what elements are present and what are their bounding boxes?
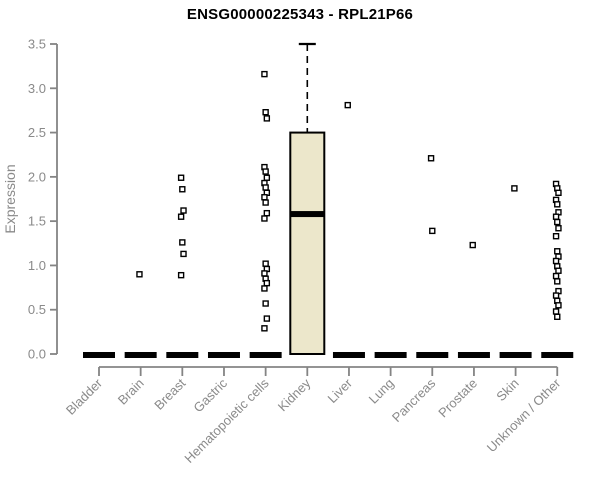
outlier-point — [554, 278, 561, 285]
median-line — [290, 211, 325, 218]
outlier-point — [555, 267, 562, 274]
outlier-point — [263, 174, 271, 181]
y-tick-label: 1.0 — [28, 258, 46, 273]
x-tick-label: Lung — [366, 376, 397, 407]
outlier-point — [555, 225, 562, 232]
collapsed-box — [332, 352, 365, 358]
x-tick-label: Brain — [115, 376, 147, 408]
outlier-point — [262, 168, 269, 175]
outlier-point — [262, 199, 269, 206]
outlier-point — [136, 271, 143, 278]
x-tick-label: Skin — [493, 376, 521, 404]
outlier-point — [179, 186, 186, 193]
outlier-point — [555, 189, 562, 197]
outlier-point — [554, 218, 561, 226]
box — [289, 131, 326, 355]
collapsed-box — [499, 352, 532, 358]
outlier-point — [469, 241, 476, 249]
outlier-point — [177, 271, 185, 279]
outlier-point — [552, 213, 560, 220]
outlier-point — [180, 250, 187, 258]
outlier-point — [262, 260, 269, 267]
y-tick-label: 2.5 — [28, 125, 46, 140]
x-tick-label: Kidney — [275, 375, 314, 414]
x-tick-label: Pancreas — [389, 375, 439, 425]
x-tick-label: Gastric — [190, 375, 230, 415]
y-tick-label: 2.0 — [28, 169, 46, 184]
y-axis-title: Expression — [2, 164, 18, 233]
outlier-point — [263, 115, 271, 122]
outlier-point — [261, 325, 268, 332]
outlier-point — [262, 184, 269, 191]
outlier-point — [554, 313, 561, 321]
outlier-point — [554, 201, 561, 208]
outlier-point — [179, 239, 186, 246]
collapsed-box — [374, 352, 407, 358]
x-tick-label: Bladder — [63, 375, 106, 418]
outlier-point — [429, 227, 436, 235]
x-tick-label: Unknown / Other — [484, 375, 564, 455]
outlier-point — [262, 300, 269, 307]
chart-title: ENSG00000225343 - RPL21P66 — [186, 6, 414, 23]
outlier-point — [511, 185, 518, 192]
y-tick-label: 0.0 — [28, 347, 46, 362]
outlier-point — [555, 302, 562, 309]
y-tick-label: 1.5 — [28, 214, 46, 229]
outlier-point — [552, 233, 560, 240]
x-tick-label: Liver — [325, 375, 356, 406]
x-tick-label: Breast — [151, 375, 188, 412]
outlier-point — [261, 70, 268, 78]
outlier-point — [177, 213, 185, 220]
y-tick-label: 0.5 — [28, 302, 46, 317]
collapsed-box — [207, 352, 240, 358]
outlier-point — [261, 194, 268, 201]
outlier-point — [552, 257, 560, 265]
outlier-point — [180, 207, 187, 214]
x-tick-label: Prostate — [435, 376, 480, 421]
y-tick-label: 3.0 — [28, 81, 46, 96]
collapsed-box — [124, 352, 157, 358]
outlier-point — [263, 315, 271, 322]
outlier-point — [552, 308, 560, 315]
outlier-point — [263, 279, 271, 287]
y-tick-label: 3.5 — [28, 37, 46, 52]
collapsed-box — [83, 352, 115, 358]
collapsed-box — [166, 352, 199, 358]
outlier-point — [263, 209, 271, 217]
outlier-point — [554, 248, 561, 255]
outlier-point — [552, 292, 560, 299]
collapsed-box — [416, 352, 449, 358]
collapsed-box — [457, 352, 490, 358]
outlier-point — [177, 174, 185, 181]
collapsed-box — [541, 352, 574, 358]
outlier-point — [261, 215, 268, 222]
outlier-point — [261, 270, 268, 277]
outlier-point — [344, 101, 351, 109]
outlier-point — [427, 155, 435, 162]
outlier-point — [261, 285, 268, 292]
outlier-point — [262, 109, 269, 116]
collapsed-box — [249, 352, 282, 358]
outlier-point — [552, 272, 560, 280]
